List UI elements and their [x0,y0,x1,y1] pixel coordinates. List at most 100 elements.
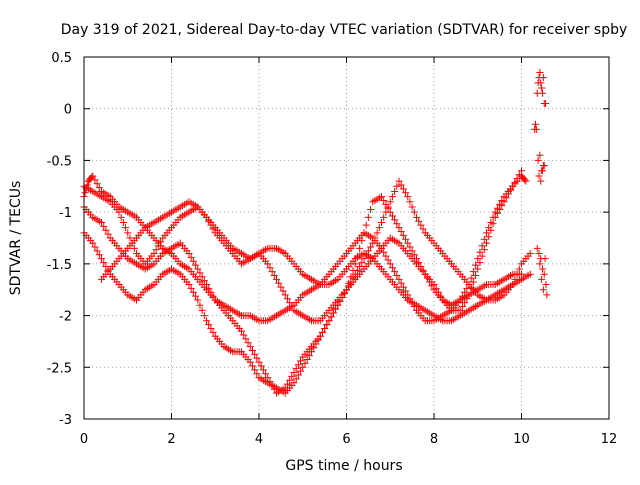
data-point [539,265,546,273]
data-point [388,212,396,220]
data-point [515,171,523,179]
data-point [375,224,383,232]
data-point [502,194,510,202]
data-point [253,370,261,378]
data-point [257,362,265,370]
data-point [478,242,486,250]
data-point [130,244,138,252]
data-point [526,250,534,258]
data-point [314,336,322,344]
data-point [251,366,259,374]
data-point [157,238,165,246]
data-point [406,243,414,251]
data-point [474,265,482,273]
data-point [238,327,245,335]
data-point [203,281,210,289]
data-point [463,295,471,303]
y-tick-label: 0.5 [51,51,72,66]
plot-frame [83,56,610,420]
data-point [380,248,388,256]
data-point [91,176,99,184]
data-point [327,313,335,321]
data-point [404,239,412,247]
data-point [521,176,529,184]
data-point [536,151,544,159]
data-point [364,213,372,221]
data-point [150,250,158,258]
data-point [540,162,548,170]
y-tick-label: -2 [59,310,72,325]
data-point [404,193,412,201]
data-point [380,213,388,221]
data-point [343,286,350,294]
data-point [386,198,394,206]
data-point [504,190,512,198]
data-point [461,288,469,296]
data-point [493,209,501,217]
data-point [537,177,545,185]
data-point [483,239,490,247]
data-point [240,331,248,339]
data-point [358,259,366,267]
data-point [205,321,213,329]
data-point [98,255,105,263]
data-point [273,275,280,283]
data-point [371,234,379,242]
x-axis-label: GPS time / hours [285,458,402,474]
data-point [465,291,473,299]
data-point [472,271,480,279]
x-tick-label: 0 [80,432,88,447]
data-point [246,358,254,366]
data-point [248,362,256,370]
x-tick-label: 4 [255,432,263,447]
data-point [402,235,410,243]
data-points [80,69,551,397]
y-axis-label: SDTVAR / TECUs [8,181,24,296]
y-tick-label: -0.5 [47,154,72,169]
data-point [393,271,401,279]
data-point [198,273,206,281]
data-point [535,250,543,258]
data-point [391,187,399,195]
data-point [388,264,396,272]
data-point [538,275,546,283]
data-point [321,325,329,332]
data-point [417,262,425,270]
data-point [395,177,403,185]
data-point [537,79,545,87]
x-tick-label: 6 [342,432,350,447]
x-tick-label: 12 [601,432,618,447]
data-point [391,216,399,224]
data-point [294,371,302,379]
data-point [483,229,490,237]
data-point [541,255,549,263]
data-point [194,265,202,273]
data-point [154,242,162,250]
x-tick-label: 8 [430,432,438,447]
data-point [292,365,300,373]
data-point [415,217,423,225]
data-point [187,253,195,261]
data-point [196,269,204,277]
data-point [351,270,359,278]
data-point [81,189,89,197]
data-point [511,178,519,186]
data-point [378,218,385,226]
data-point [207,288,215,296]
data-point [507,186,515,194]
data-point [264,260,272,268]
data-point [456,296,464,304]
data-point [122,224,130,232]
data-point [362,221,370,229]
data-point [397,279,405,287]
data-point [426,278,434,286]
data-point [279,287,287,295]
data-point [286,299,294,307]
data-point [391,268,399,276]
data-point [536,69,544,77]
data-point [410,251,418,259]
data-point [406,198,414,206]
data-point [126,234,134,242]
data-point [397,181,405,189]
